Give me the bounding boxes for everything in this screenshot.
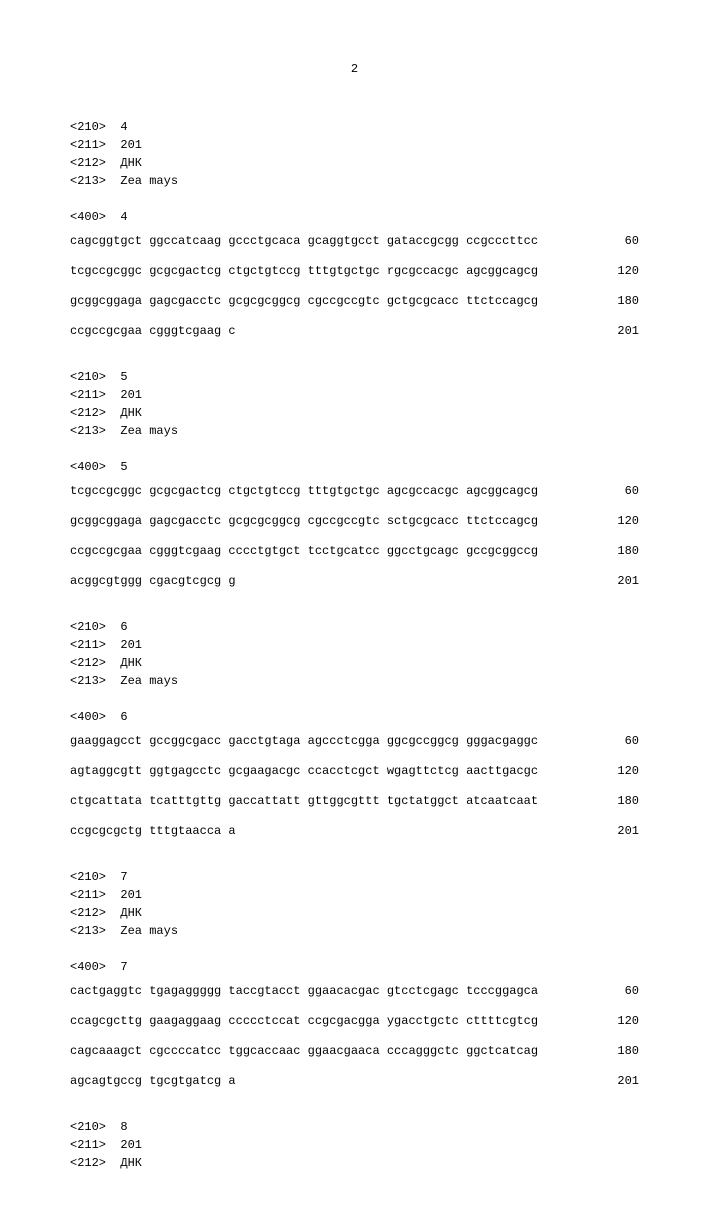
sequence-position: 180 xyxy=(609,292,639,310)
sequence-text: ctgcattata tcatttgttg gaccattatt gttggcg… xyxy=(70,792,538,810)
sequence-text: tcgccgcggc gcgcgactcg ctgctgtccg tttgtgc… xyxy=(70,262,538,280)
meta-line: <211> 201 xyxy=(70,136,639,154)
meta-line: <210> 8 xyxy=(70,1118,639,1136)
sequence-block: <400> 6 gaaggagcct gccggcgacc gacctgtaga … xyxy=(70,708,639,840)
meta-line: <213> Zea mays xyxy=(70,672,639,690)
meta-block: <210> 4<211> 201<212> ДНК<213> Zea mays xyxy=(70,118,639,190)
sequence-row: gcggcggaga gagcgacctc gcgcgcggcg cgccgcc… xyxy=(70,512,639,530)
sequence-position: 201 xyxy=(609,322,639,340)
sequence-position: 120 xyxy=(609,1012,639,1030)
sequence-text: acggcgtggg cgacgtcgcg g xyxy=(70,572,236,590)
sequence-row: ccgcgcgctg tttgtaacca a 201 xyxy=(70,822,639,840)
sequence-header: <400> 4 xyxy=(70,208,639,226)
sequence-header: <400> 5 xyxy=(70,458,639,476)
sequence-text: tcgccgcggc gcgcgactcg ctgctgtccg tttgtgc… xyxy=(70,482,538,500)
meta-line: <211> 201 xyxy=(70,1136,639,1154)
sequence-text: agtaggcgtt ggtgagcctc gcgaagacgc ccacctc… xyxy=(70,762,538,780)
sequence-header: <400> 6 xyxy=(70,708,639,726)
sequence-text: cactgaggtc tgagaggggg taccgtacct ggaacac… xyxy=(70,982,538,1000)
meta-line: <211> 201 xyxy=(70,636,639,654)
meta-block: <210> 6<211> 201<212> ДНК<213> Zea mays xyxy=(70,618,639,690)
sequence-row: cagcggtgct ggccatcaag gccctgcaca gcaggtg… xyxy=(70,232,639,250)
sequence-row: tcgccgcggc gcgcgactcg ctgctgtccg tttgtgc… xyxy=(70,482,639,500)
sequence-position: 120 xyxy=(609,762,639,780)
sequence-position: 120 xyxy=(609,512,639,530)
meta-line: <213> Zea mays xyxy=(70,422,639,440)
sequence-position: 60 xyxy=(609,982,639,1000)
sequence-text: gcggcggaga gagcgacctc gcgcgcggcg cgccgcc… xyxy=(70,512,538,530)
sequence-position: 180 xyxy=(609,1042,639,1060)
sequence-row: acggcgtggg cgacgtcgcg g 201 xyxy=(70,572,639,590)
sequence-row: agcagtgccg tgcgtgatcg a 201 xyxy=(70,1072,639,1090)
meta-line: <213> Zea mays xyxy=(70,922,639,940)
sequence-text: gaaggagcct gccggcgacc gacctgtaga agccctc… xyxy=(70,732,538,750)
sequence-block: <400> 5 tcgccgcggc gcgcgactcg ctgctgtccg … xyxy=(70,458,639,590)
sequence-row: ctgcattata tcatttgttg gaccattatt gttggcg… xyxy=(70,792,639,810)
sequence-position: 60 xyxy=(609,232,639,250)
meta-line: <212> ДНК xyxy=(70,404,639,422)
sequence-position: 60 xyxy=(609,482,639,500)
meta-line: <213> Zea mays xyxy=(70,172,639,190)
entries-container: <210> 4<211> 201<212> ДНК<213> Zea mays<… xyxy=(70,118,639,1172)
sequence-text: ccgcgcgctg tttgtaacca a xyxy=(70,822,236,840)
meta-line: <210> 7 xyxy=(70,868,639,886)
sequence-position: 201 xyxy=(609,1072,639,1090)
sequence-row: ccagcgcttg gaagaggaag ccccctccat ccgcgac… xyxy=(70,1012,639,1030)
sequence-position: 60 xyxy=(609,732,639,750)
meta-line: <212> ДНК xyxy=(70,1154,639,1172)
meta-line: <210> 6 xyxy=(70,618,639,636)
meta-block: <210> 7<211> 201<212> ДНК<213> Zea mays xyxy=(70,868,639,940)
sequence-listing-page: 2 <210> 4<211> 201<212> ДНК<213> Zea may… xyxy=(0,0,709,1230)
sequence-position: 120 xyxy=(609,262,639,280)
sequence-text: cagcggtgct ggccatcaag gccctgcaca gcaggtg… xyxy=(70,232,538,250)
sequence-text: gcggcggaga gagcgacctc gcgcgcggcg cgccgcc… xyxy=(70,292,538,310)
sequence-row: ccgccgcgaa cgggtcgaag c 201 xyxy=(70,322,639,340)
sequence-block: <400> 4 cagcggtgct ggccatcaag gccctgcaca … xyxy=(70,208,639,340)
sequence-row: gcggcggaga gagcgacctc gcgcgcggcg cgccgcc… xyxy=(70,292,639,310)
meta-block: <210> 5<211> 201<212> ДНК<213> Zea mays xyxy=(70,368,639,440)
sequence-text: cagcaaagct cgccccatcc tggcaccaac ggaacga… xyxy=(70,1042,538,1060)
sequence-position: 201 xyxy=(609,572,639,590)
sequence-block: <400> 7 cactgaggtc tgagaggggg taccgtacct … xyxy=(70,958,639,1090)
meta-line: <211> 201 xyxy=(70,886,639,904)
sequence-position: 180 xyxy=(609,542,639,560)
sequence-text: ccgccgcgaa cgggtcgaag cccctgtgct tcctgca… xyxy=(70,542,538,560)
meta-line: <211> 201 xyxy=(70,386,639,404)
sequence-text: agcagtgccg tgcgtgatcg a xyxy=(70,1072,236,1090)
sequence-row: gaaggagcct gccggcgacc gacctgtaga agccctc… xyxy=(70,732,639,750)
sequence-row: cagcaaagct cgccccatcc tggcaccaac ggaacga… xyxy=(70,1042,639,1060)
page-number: 2 xyxy=(70,60,639,78)
meta-line: <210> 5 xyxy=(70,368,639,386)
meta-line: <212> ДНК xyxy=(70,654,639,672)
sequence-text: ccgccgcgaa cgggtcgaag c xyxy=(70,322,236,340)
sequence-position: 201 xyxy=(609,822,639,840)
meta-line: <212> ДНК xyxy=(70,904,639,922)
sequence-text: ccagcgcttg gaagaggaag ccccctccat ccgcgac… xyxy=(70,1012,538,1030)
sequence-row: cactgaggtc tgagaggggg taccgtacct ggaacac… xyxy=(70,982,639,1000)
sequence-header: <400> 7 xyxy=(70,958,639,976)
sequence-row: agtaggcgtt ggtgagcctc gcgaagacgc ccacctc… xyxy=(70,762,639,780)
sequence-row: tcgccgcggc gcgcgactcg ctgctgtccg tttgtgc… xyxy=(70,262,639,280)
meta-line: <212> ДНК xyxy=(70,154,639,172)
sequence-row: ccgccgcgaa cgggtcgaag cccctgtgct tcctgca… xyxy=(70,542,639,560)
meta-block: <210> 8<211> 201<212> ДНК xyxy=(70,1118,639,1172)
meta-line: <210> 4 xyxy=(70,118,639,136)
sequence-position: 180 xyxy=(609,792,639,810)
